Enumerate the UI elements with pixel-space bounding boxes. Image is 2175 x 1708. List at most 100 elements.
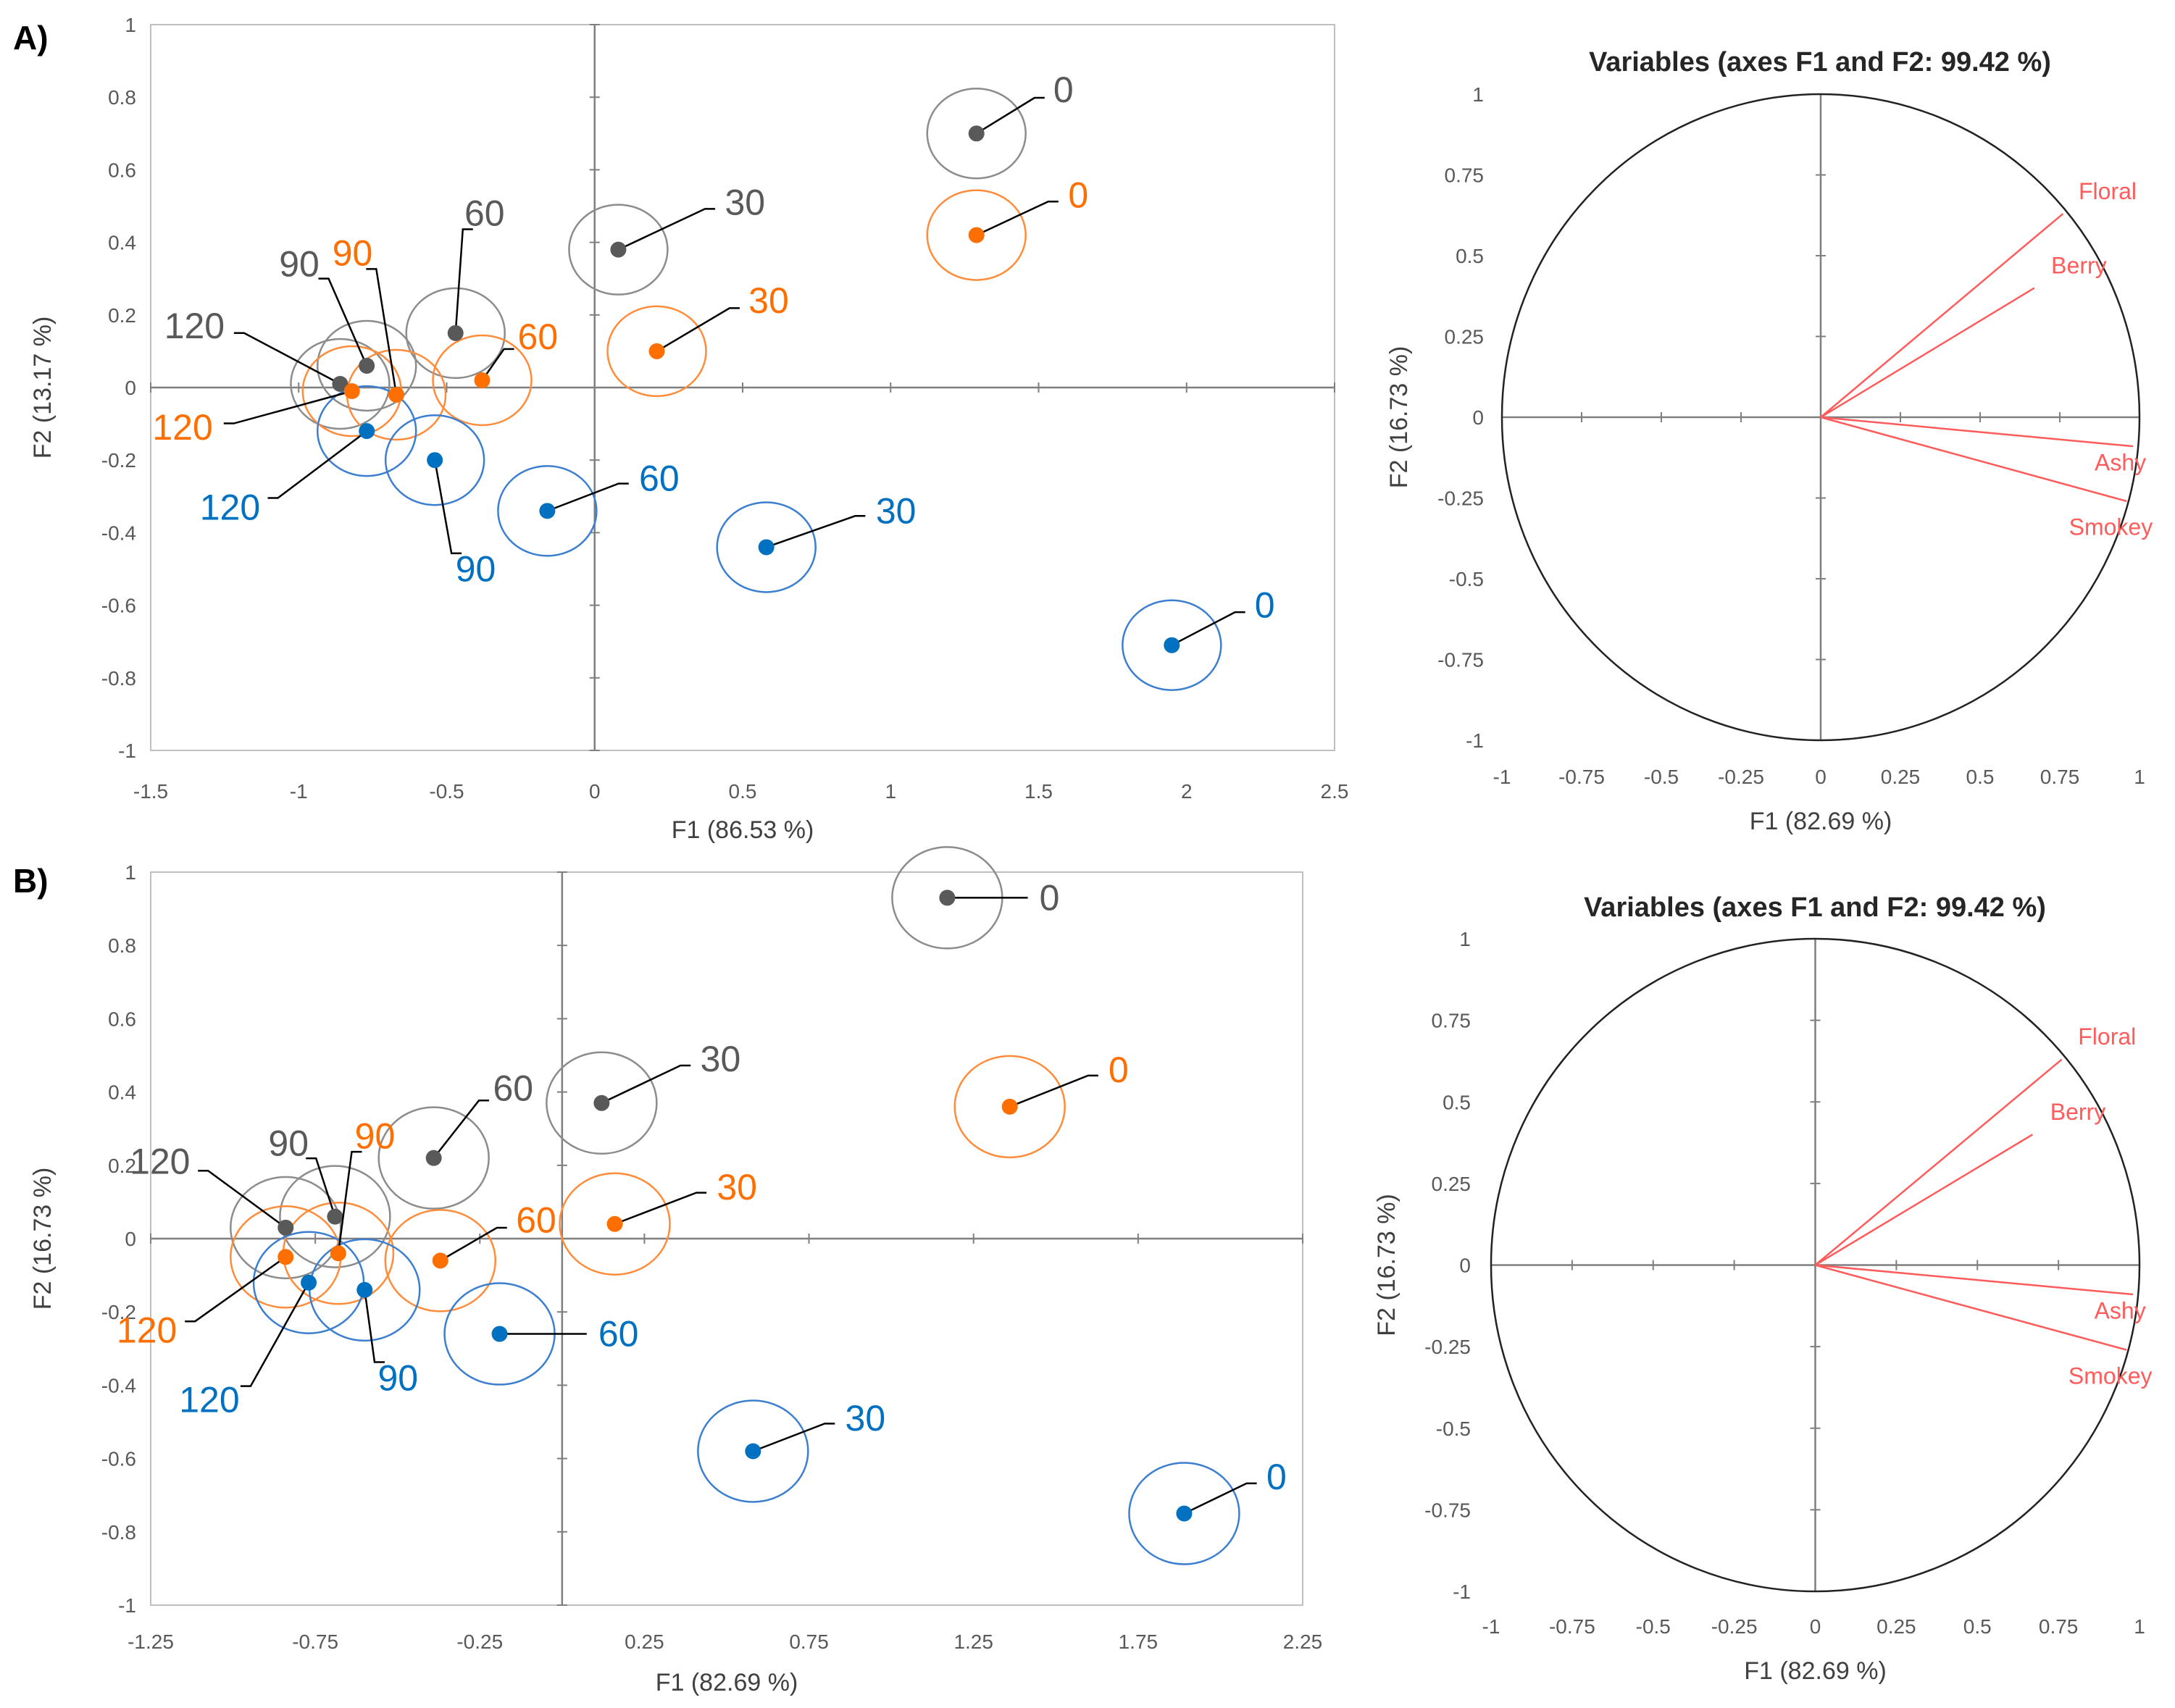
y-tick-label: 0.4 [108,1081,136,1104]
data-point-orange-60 [432,1252,448,1269]
y-tick-label: -0.75 [1437,649,1484,671]
confidence-ellipse-gray [546,1051,658,1155]
confidence-ellipse-blue [716,501,817,593]
vector-berry [1814,1134,2033,1266]
y-tick-label: -0.25 [1424,1336,1471,1358]
point-label-orange: 120 [152,407,212,448]
point-label-gray: 30 [725,182,765,222]
data-point-blue-120 [301,1274,317,1291]
y-tick-label: -0.8 [101,1521,136,1544]
point-label-gray: 120 [164,306,225,346]
data-point-blue-90 [356,1281,373,1298]
x-tick-label: 2.25 [1283,1630,1323,1653]
x-tick-label: 0 [589,780,601,803]
leader-line-blue [433,459,462,555]
y-axis-label: F2 (16.73 %) [1385,346,1413,489]
data-point-orange-0 [968,227,985,243]
data-point-gray-30 [610,241,627,258]
leader-line-orange [185,1256,286,1323]
x-tick-label: -1.5 [133,780,168,803]
data-point-orange-30 [606,1215,623,1232]
data-point-gray-90 [327,1208,343,1225]
y-tick-label: 0.25 [1445,326,1485,348]
y-tick-label: -0.2 [101,1301,136,1323]
correlation-circle [1490,937,2141,1593]
data-point-orange-120 [277,1249,294,1265]
leader-line-gray [601,1064,691,1104]
x-tick-label: 0.5 [1963,1615,1992,1638]
leader-line-orange [337,1150,362,1254]
point-label-orange: 30 [748,280,789,321]
point-label-gray: 90 [279,244,320,285]
leader-line-orange [656,307,740,352]
confidence-ellipse-blue [497,465,598,557]
leader-line-gray [976,96,1045,135]
scatter-chart-b: -1.25 -0.75 -0.25 0.25 0.75 1.25 1.75 2.25 -1 -0.… [29,846,1323,1696]
leader-line-gray [617,208,716,251]
vector-label-floral: Floral [2079,178,2137,204]
x-tick-label: -0.25 [456,1630,503,1653]
leader-line-orange [440,1226,507,1262]
x-tick-label: 0.25 [1881,766,1921,788]
data-point-gray-60 [425,1150,442,1166]
confidence-ellipse-orange [559,1172,671,1276]
y-tick-label: 0.8 [108,86,136,109]
data-point-gray-90 [359,357,375,374]
confidence-ellipse-orange [953,1055,1066,1159]
y-tick-label: 0.6 [108,1008,136,1030]
y-tick-label: 0.2 [108,304,136,327]
confidence-ellipse-blue [1128,1462,1240,1565]
y-tick-label: -1 [1466,729,1484,752]
point-label-orange: 0 [1109,1050,1129,1090]
data-point-orange-30 [648,343,665,359]
y-tick-label: 1 [125,14,136,36]
y-tick-label: -0.8 [101,667,136,690]
vector-label-ashy: Ashy [2095,1298,2146,1324]
point-label-gray: 90 [268,1123,309,1163]
y-tick-label: -0.5 [1449,568,1484,590]
y-tick-label: -0.4 [101,522,136,544]
data-point-orange-60 [474,372,490,388]
leader-line-blue [364,1289,385,1363]
x-tick-label: -0.75 [1549,1615,1595,1638]
x-tick-label: -1 [1493,766,1511,788]
point-label-orange: 60 [518,317,559,357]
vector-smokey [1815,1264,2127,1351]
vector-label-floral: Floral [2078,1023,2136,1050]
vector-label-ashy: Ashy [2095,449,2146,475]
x-axis-label: F1 (82.69 %) [1750,808,1892,835]
confidence-ellipse-gray [405,287,506,380]
x-tick-label: -1.25 [128,1630,174,1653]
y-tick-label: -0.5 [1436,1418,1471,1440]
vector-label-berry: Berry [2050,1099,2105,1125]
leader-line-orange [1009,1074,1098,1108]
vector-ashy [1815,1264,2134,1296]
data-point-orange-120 [343,383,360,400]
data-point-blue-60 [491,1326,508,1342]
y-axis-label: F2 (16.73 %) [29,1168,57,1310]
x-tick-label: -1 [1482,1615,1500,1638]
y-tick-label: 0 [1459,1255,1471,1277]
data-point-gray-120 [332,375,348,392]
y-tick-label: 0.8 [108,934,136,957]
confidence-ellipse-gray [279,1165,391,1268]
confidence-ellipse-orange [606,305,707,398]
x-axis-label: F1 (82.69 %) [656,1669,798,1696]
leader-line-orange [481,348,514,381]
leader-line-gray [306,1157,336,1218]
x-tick-label: 0 [1810,1615,1821,1638]
point-label-orange: 30 [717,1167,757,1207]
x-tick-label: 1.25 [953,1630,993,1653]
x-tick-label: 0.75 [2040,766,2080,788]
scatter-chart-a: -1.5 -1 -0.5 0 0.5 1 1.5 2 2.5 -1 -0.8 -0.6 -0.4 -0.2… [29,14,1348,844]
point-label-blue: 30 [876,490,917,531]
leader-line-gray [233,332,341,385]
point-label-blue: 30 [846,1398,886,1439]
chart-title: Variables (axes F1 and F2: 99.42 %) [1589,47,2051,78]
data-point-orange-90 [388,387,405,403]
leader-line-blue [752,1423,835,1452]
y-tick-label: 0 [125,1228,136,1250]
x-axis-label: F1 (86.53 %) [672,816,814,844]
data-point-blue-60 [539,503,556,519]
x-tick-label: 0 [1815,766,1827,788]
